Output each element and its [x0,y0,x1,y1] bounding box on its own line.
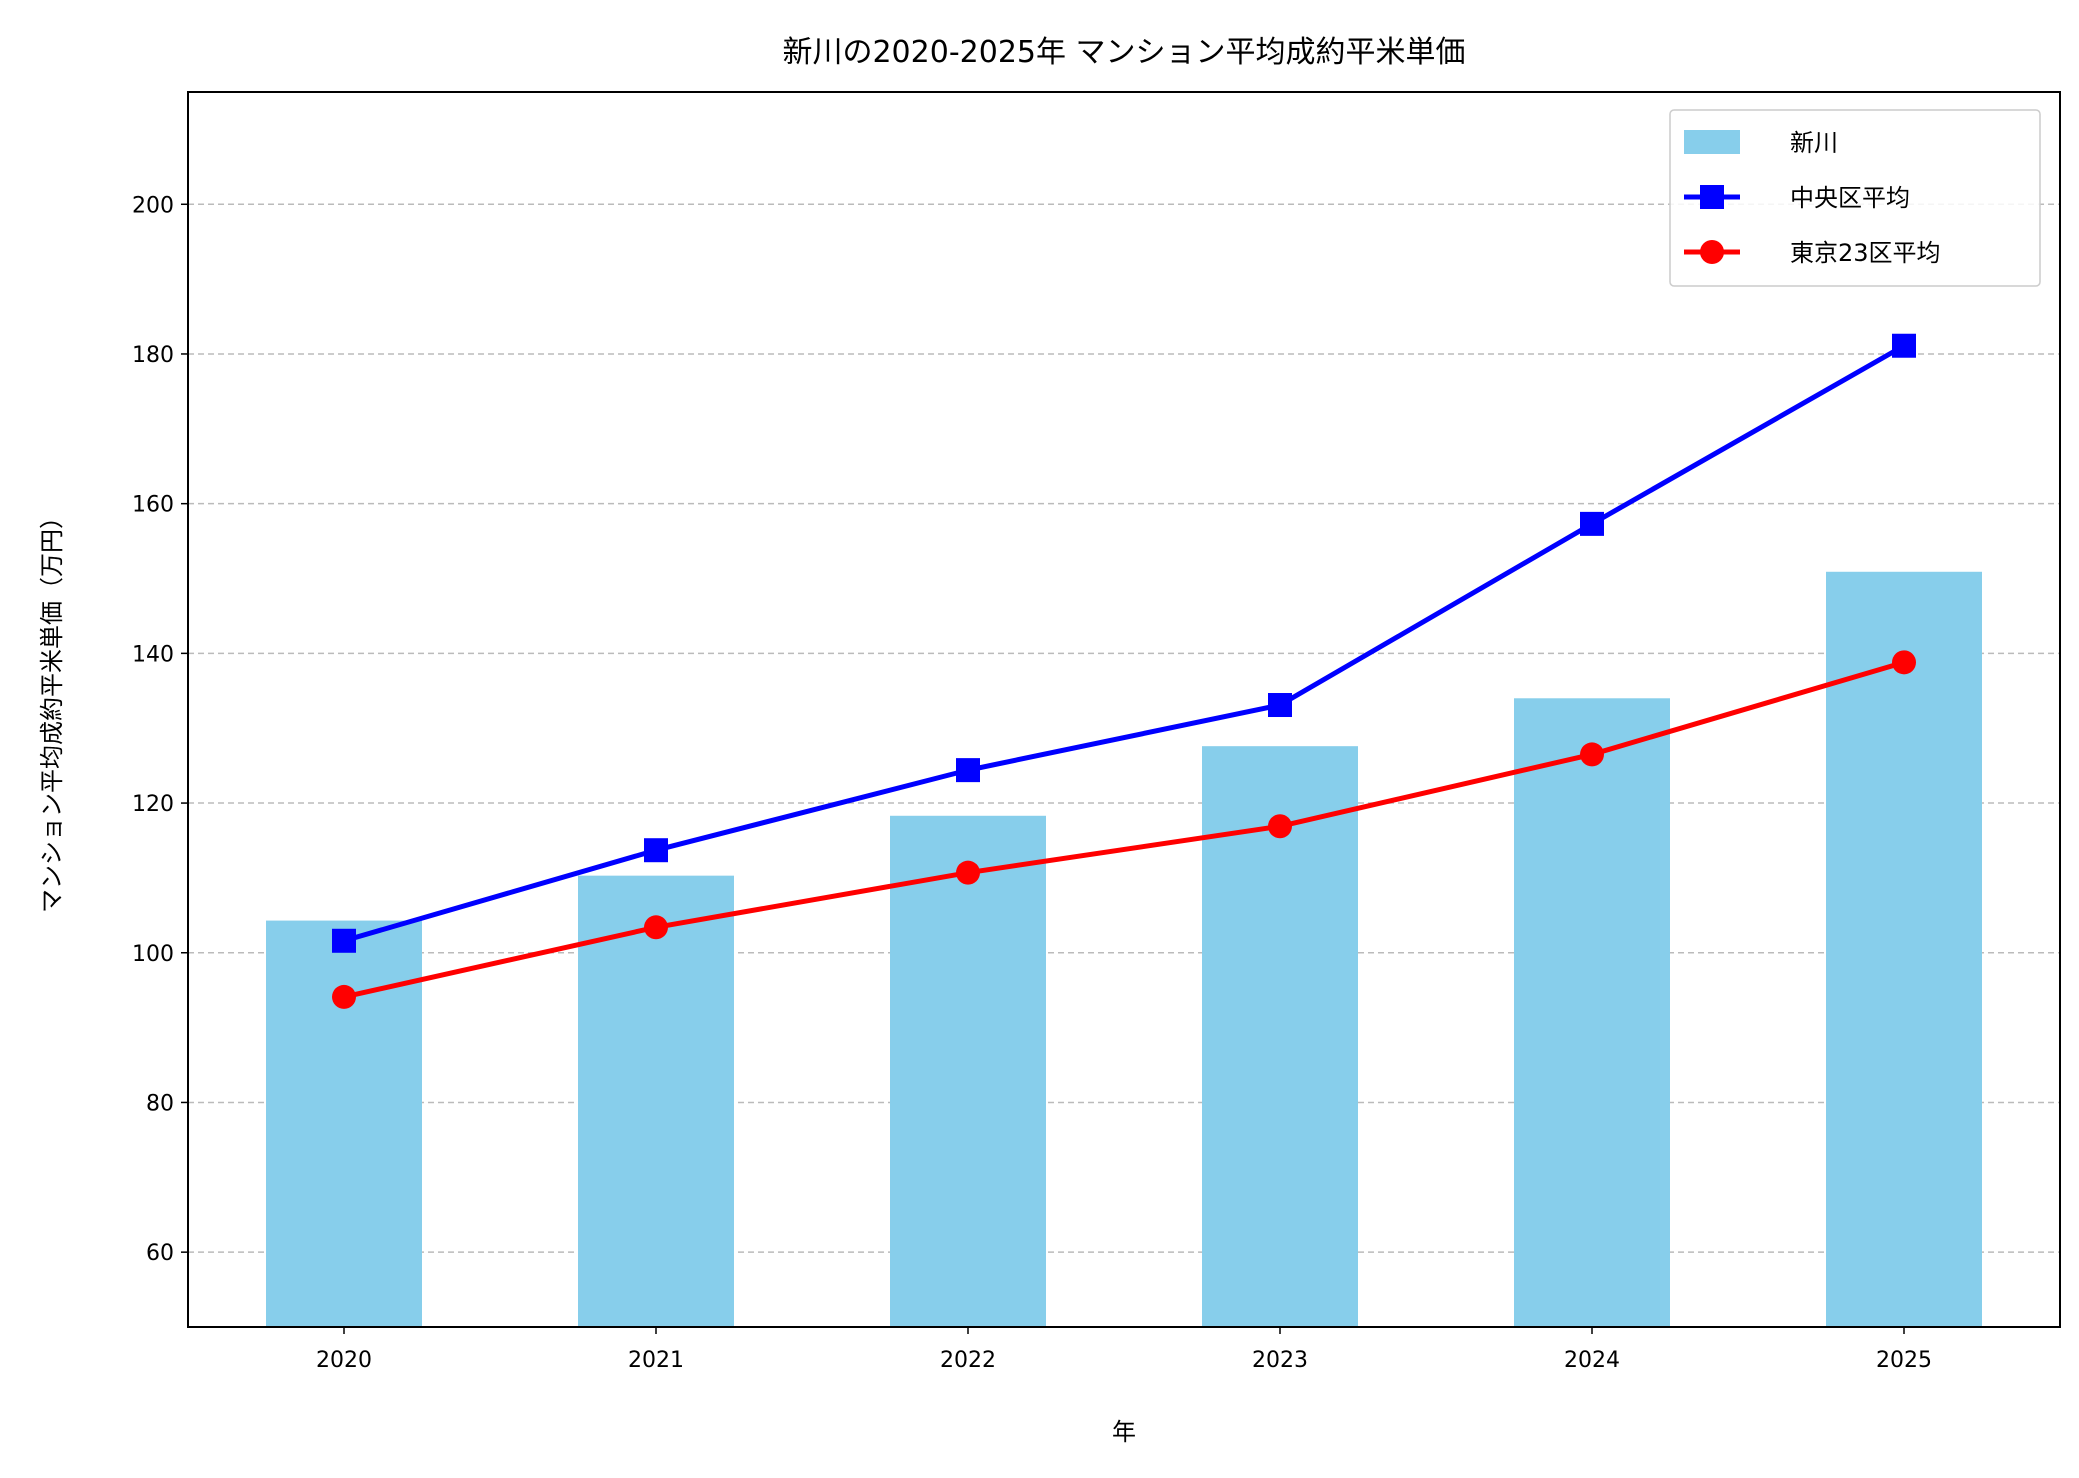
y-axis-label: マンション平均成約平米単価（万円） [38,505,66,913]
y-tick-label: 200 [132,193,174,218]
y-tick-label: 180 [132,343,174,368]
bar-2024 [1514,698,1670,1327]
marker-2021 [644,838,668,863]
grid [188,203,2060,1253]
marker-2021 [644,915,668,940]
y-axis: 60 80 100 120 140 160 180 200 [132,193,188,1266]
x-tick-label: 2025 [1876,1348,1932,1373]
bar-2022 [890,815,1046,1327]
line-中央区平均 [343,343,1906,944]
bars [266,571,1982,1327]
y-tick-label: 100 [132,942,174,967]
marker-2024 [1580,511,1604,536]
legend-swatch [1684,130,1740,154]
marker-2024 [1580,742,1604,767]
marker-2025 [1892,650,1916,675]
y-tick-label: 140 [132,642,174,667]
x-tick-label: 2024 [1564,1348,1620,1373]
x-tick-label: 2020 [316,1348,372,1373]
chart-title: 新川の2020-2025年 マンション平均成約平米単価 [782,35,1465,70]
legend-marker [1700,185,1724,209]
plot-frame [187,91,2061,1328]
x-tick-label: 2021 [628,1348,684,1373]
marker-2020 [332,928,356,953]
y-tick-label: 120 [132,792,174,817]
y-tick-label: 160 [132,493,174,518]
x-axis-label: 年 [1112,1418,1136,1446]
marker-2022 [956,758,980,783]
bar-2025 [1826,571,1982,1327]
marker-2020 [332,984,356,1009]
marker-2023 [1268,814,1292,839]
marker-2022 [956,860,980,885]
bar-2020 [266,920,422,1327]
legend-label: 東京23区平均 [1790,239,1941,267]
x-axis: 2020 2021 2022 2023 2024 2025 [316,1327,1932,1373]
x-tick-label: 2023 [1252,1348,1308,1373]
line-東京23区平均 [343,659,1905,1000]
legend-label: 新川 [1790,129,1838,157]
x-tick-label: 2022 [940,1348,996,1373]
bar-2021 [578,875,734,1327]
y-tick-label: 60 [146,1241,174,1266]
marker-2023 [1268,693,1292,718]
legend-marker [1700,240,1724,264]
marker-2025 [1892,333,1916,358]
y-tick-label: 80 [146,1091,174,1116]
legend-box [1669,109,2041,287]
legend-label: 中央区平均 [1790,184,1910,212]
lines [332,333,1916,1009]
bar-2023 [1202,746,1358,1327]
